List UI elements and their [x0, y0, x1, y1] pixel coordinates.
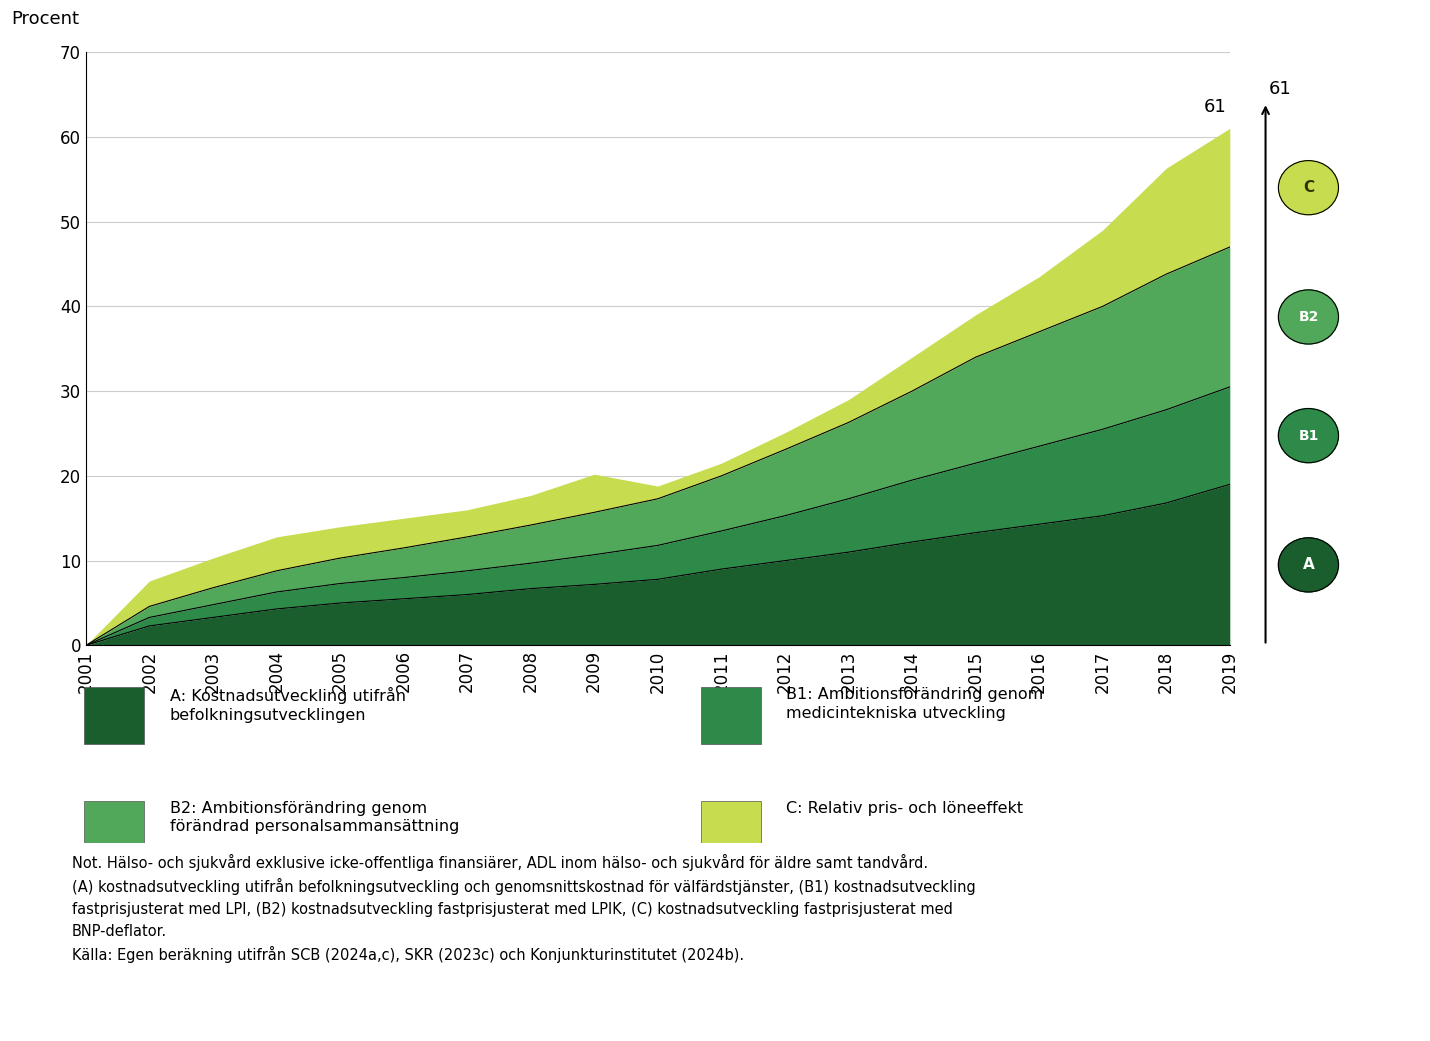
Text: 61: 61: [1204, 98, 1227, 117]
Text: 61: 61: [1268, 80, 1291, 98]
Bar: [701, 687, 761, 744]
Ellipse shape: [1278, 289, 1338, 344]
Text: B1: B1: [1298, 429, 1318, 442]
Ellipse shape: [1278, 538, 1338, 592]
Ellipse shape: [1278, 408, 1338, 462]
Text: B1: Ambitionsförändring genom
medicintekniska utveckling: B1: Ambitionsförändring genom medicintek…: [787, 687, 1044, 721]
Text: Procent: Procent: [11, 10, 80, 28]
Text: A: Kostnadsutveckling utifrån
befolkningsutvecklingen: A: Kostnadsutveckling utifrån befolkning…: [170, 687, 406, 723]
Ellipse shape: [1278, 160, 1338, 214]
Text: B2: B2: [1298, 310, 1318, 324]
Bar: [84, 801, 144, 858]
Text: B2: Ambitionsförändring genom
förändrad personalsammansättning: B2: Ambitionsförändring genom förändrad …: [170, 801, 459, 834]
Bar: [84, 687, 144, 744]
Text: C: C: [1303, 180, 1314, 195]
Bar: [701, 801, 761, 858]
Text: A: A: [1303, 557, 1314, 573]
Text: C: Relativ pris- och löneeffekt: C: Relativ pris- och löneeffekt: [787, 801, 1024, 816]
Text: Not. Hälso- och sjukvård exklusive icke-offentliga finansiärer, ADL inom hälso- : Not. Hälso- och sjukvård exklusive icke-…: [72, 854, 975, 963]
